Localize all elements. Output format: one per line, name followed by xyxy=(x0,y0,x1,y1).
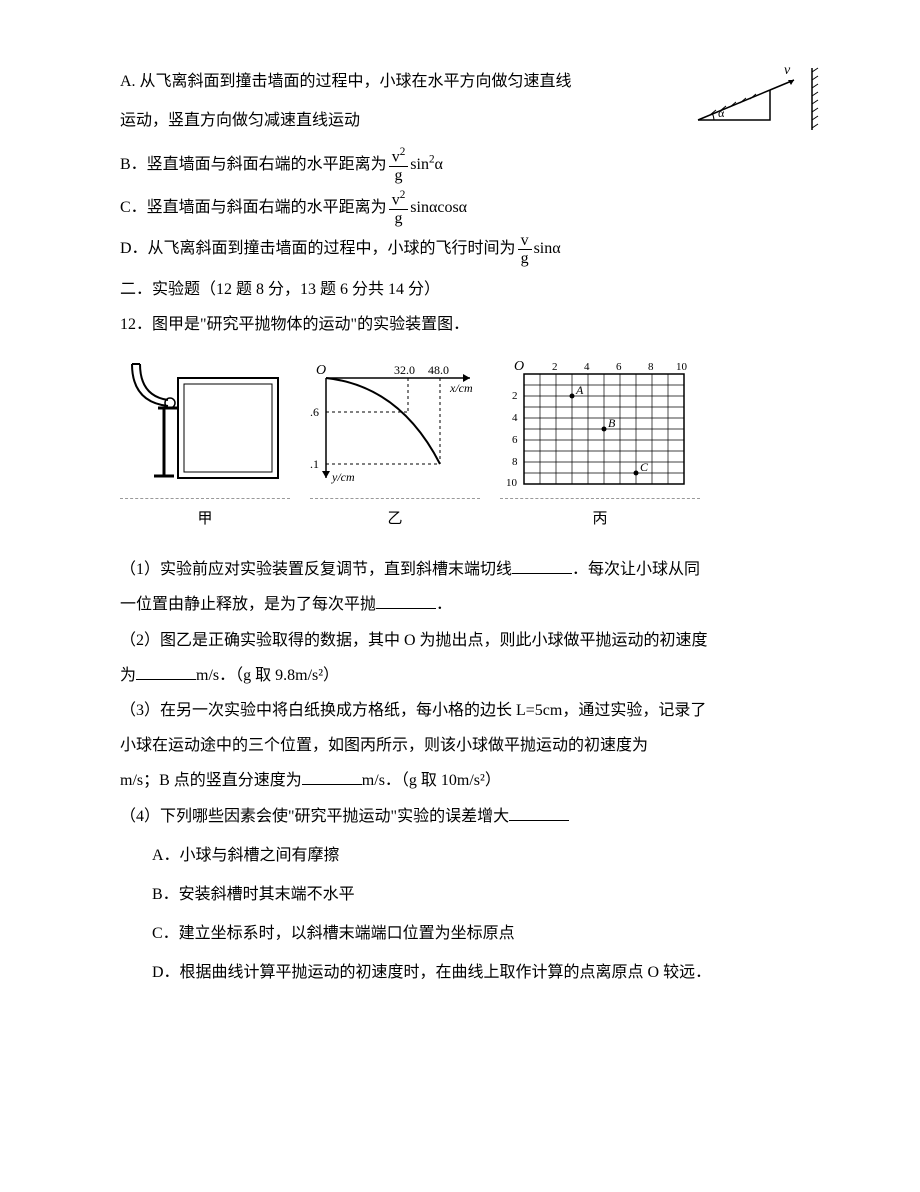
fig-yi-y2: 44.1 xyxy=(310,457,319,471)
blank[interactable] xyxy=(512,557,572,574)
q12-p1: （1）实验前应对实验装置反复调节，直到斜槽末端切线．每次让小球从同 xyxy=(120,552,820,587)
fig-yi-y1: 19.6 xyxy=(310,405,319,419)
q11-optB: B．竖直墙面与斜面右端的水平距离为v2gsin2α xyxy=(120,146,820,185)
q12-optB: B．安装斜槽时其末端不水平 xyxy=(120,877,820,912)
q12-p2b: 为m/s．（g 取 9.8m/s²） xyxy=(120,658,820,693)
q12-p2a: （2）图乙是正确实验取得的数据，其中 O 为抛出点，则此小球做平抛运动的初速度 xyxy=(120,623,820,658)
q11-optC: C．竖直墙面与斜面右端的水平距离为v2gsinαcosα xyxy=(120,189,820,228)
q12-p3b: 小球在运动途中的三个位置，如图丙所示，则该小球做平抛运动的初速度为 xyxy=(120,728,820,763)
blank[interactable] xyxy=(376,592,436,609)
fig-yi-ylabel: y/cm xyxy=(331,470,355,484)
fig-bing-B: B xyxy=(608,416,616,430)
frac-b: v2g xyxy=(389,146,409,185)
fig-yi: O 32.0 48.0 x/cm 19.6 44.1 y/cm xyxy=(310,356,480,486)
q11-figure: α v xyxy=(690,60,820,138)
q11-optA-line1: A. 从飞离斜面到撞击墙面的过程中，小球在水平方向做匀速直线 xyxy=(120,64,680,99)
svg-text:6: 6 xyxy=(512,434,518,446)
fig-yi-O: O xyxy=(316,363,326,378)
q11-optB-post: sin xyxy=(410,156,429,173)
label-jia: 甲 xyxy=(120,498,290,536)
q11-optA-row: A. 从飞离斜面到撞击墙面的过程中，小球在水平方向做匀速直线 运动，竖直方向做匀… xyxy=(120,60,820,142)
q11-optD: D．从飞离斜面到撞击墙面的过程中，小球的飞行时间为vgsinα xyxy=(120,231,820,267)
q12-figure-labels: 甲 乙 丙 xyxy=(120,498,820,536)
section2-heading: 二．实验题（12 题 8 分，13 题 6 分共 14 分） xyxy=(120,272,820,307)
svg-text:8: 8 xyxy=(648,361,654,373)
label-yi: 乙 xyxy=(310,498,480,536)
svg-text:10: 10 xyxy=(506,477,518,489)
svg-text:4: 4 xyxy=(584,361,590,373)
blank[interactable] xyxy=(136,663,196,680)
q11-optD-post: sinα xyxy=(534,240,561,257)
q12-optD: D．根据曲线计算平抛运动的初速度时，在曲线上取作计算的点离原点 O 较远． xyxy=(120,955,820,990)
svg-text:2: 2 xyxy=(552,361,558,373)
svg-text:2: 2 xyxy=(512,390,518,402)
fig-yi-x2: 48.0 xyxy=(428,363,449,377)
q11-optB-pre: B．竖直墙面与斜面右端的水平距离为 xyxy=(120,156,387,173)
q12-optC: C．建立坐标系时，以斜槽末端端口位置为坐标原点 xyxy=(120,916,820,951)
q11-optC-post: sinαcosα xyxy=(410,199,467,216)
q12-p4: （4）下列哪些因素会使"研究平抛运动"实验的误差增大 xyxy=(120,799,820,834)
fig-yi-xlabel: x/cm xyxy=(449,381,473,395)
q12-optA: A．小球与斜槽之间有摩擦 xyxy=(120,838,820,873)
blank[interactable] xyxy=(302,768,362,785)
fig-jia xyxy=(120,356,290,486)
q11-optD-pre: D．从飞离斜面到撞击墙面的过程中，小球的飞行时间为 xyxy=(120,240,516,257)
fig-bing-C: C xyxy=(640,460,649,474)
frac-c: v2g xyxy=(389,189,409,228)
frac-d: vg xyxy=(518,232,532,268)
fig-bing-A: A xyxy=(575,383,584,397)
blank[interactable] xyxy=(509,804,569,821)
label-bing: 丙 xyxy=(500,498,700,536)
fig-bing: O xyxy=(500,356,700,492)
fig-bing-O: O xyxy=(514,359,524,374)
q11-optC-pre: C．竖直墙面与斜面右端的水平距离为 xyxy=(120,199,387,216)
svg-text:4: 4 xyxy=(512,412,518,424)
q12-p1-cont: 一位置由静止释放，是为了每次平抛． xyxy=(120,587,820,622)
alpha-label: α xyxy=(718,106,725,120)
q11-optA-line2: 运动，竖直方向做匀减速直线运动 xyxy=(120,103,680,138)
q12-figures: O 32.0 48.0 x/cm 19.6 44.1 y/cm O xyxy=(120,356,820,492)
q12-p3c: m/s；B 点的竖直分速度为m/s．（g 取 10m/s²） xyxy=(120,763,820,798)
q12-stem: 12．图甲是"研究平抛物体的运动"的实验装置图． xyxy=(120,307,820,342)
svg-text:6: 6 xyxy=(616,361,622,373)
svg-text:10: 10 xyxy=(676,361,688,373)
svg-text:8: 8 xyxy=(512,456,518,468)
q12-p3a: （3）在另一次实验中将白纸换成方格纸，每小格的边长 L=5cm，通过实验，记录了 xyxy=(120,693,820,728)
fig-yi-x1: 32.0 xyxy=(394,363,415,377)
v-label: v xyxy=(784,63,791,78)
